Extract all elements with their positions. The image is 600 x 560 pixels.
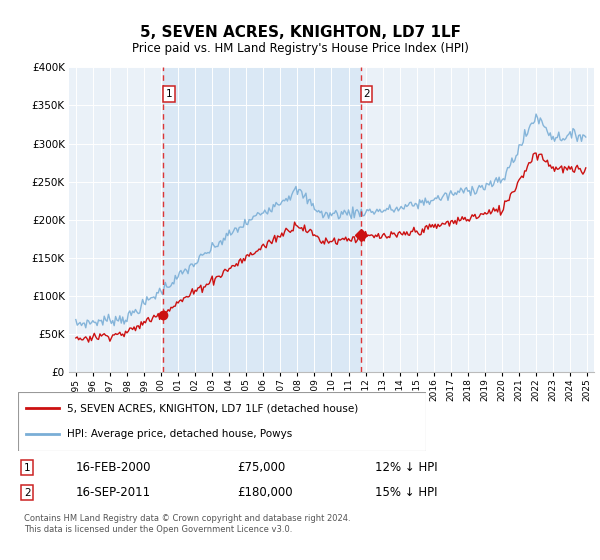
Text: 12% ↓ HPI: 12% ↓ HPI xyxy=(375,461,438,474)
Text: 5, SEVEN ACRES, KNIGHTON, LD7 1LF: 5, SEVEN ACRES, KNIGHTON, LD7 1LF xyxy=(139,25,461,40)
Text: 16-SEP-2011: 16-SEP-2011 xyxy=(76,486,151,500)
Text: £180,000: £180,000 xyxy=(237,486,293,500)
Text: HPI: Average price, detached house, Powys: HPI: Average price, detached house, Powy… xyxy=(67,430,292,440)
Text: 2: 2 xyxy=(24,488,31,498)
FancyBboxPatch shape xyxy=(18,392,426,451)
Text: Contains HM Land Registry data © Crown copyright and database right 2024.
This d: Contains HM Land Registry data © Crown c… xyxy=(24,515,350,534)
Bar xyxy=(163,67,361,372)
Text: 5, SEVEN ACRES, KNIGHTON, LD7 1LF (detached house): 5, SEVEN ACRES, KNIGHTON, LD7 1LF (detac… xyxy=(67,403,358,413)
Text: 1: 1 xyxy=(166,89,172,99)
Text: 15% ↓ HPI: 15% ↓ HPI xyxy=(375,486,437,500)
Text: Price paid vs. HM Land Registry's House Price Index (HPI): Price paid vs. HM Land Registry's House … xyxy=(131,42,469,55)
Text: £75,000: £75,000 xyxy=(237,461,285,474)
Text: 16-FEB-2000: 16-FEB-2000 xyxy=(76,461,151,474)
Text: 1: 1 xyxy=(24,463,31,473)
Text: 2: 2 xyxy=(363,89,370,99)
